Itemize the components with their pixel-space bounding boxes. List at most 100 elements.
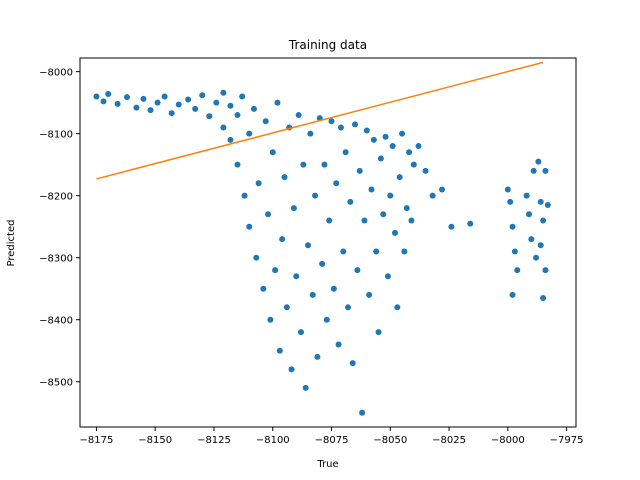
scatter-point (279, 236, 286, 243)
scatter-point (305, 242, 312, 249)
scatter-point (368, 186, 375, 193)
scatter-point (288, 366, 295, 373)
scatter-point (525, 211, 532, 218)
scatter-point (100, 98, 107, 105)
scatter-point (507, 198, 514, 205)
scatter-point (290, 205, 297, 212)
scatter-point (323, 316, 330, 323)
scatter-point (253, 254, 260, 261)
scatter-point (114, 100, 121, 107)
y-tick-label: −8400 (39, 316, 73, 327)
scatter-point (330, 285, 337, 292)
scatter-point (429, 192, 436, 199)
scatter-point (361, 217, 368, 224)
scatter-point (384, 273, 391, 280)
scatter-point (537, 242, 544, 249)
scatter-point (349, 360, 356, 367)
scatter-point (399, 130, 406, 137)
x-tick-label: −8150 (138, 435, 172, 446)
y-tick-label: −8200 (39, 192, 73, 203)
x-tick-label: −8175 (80, 435, 114, 446)
y-axis-label: Predicted (6, 220, 17, 267)
scatter-point (352, 121, 359, 128)
plot-frame (79, 57, 577, 428)
scatter-point (267, 316, 274, 323)
scatter-point (370, 136, 377, 143)
scatter-point (387, 192, 394, 199)
scatter-point (380, 211, 387, 218)
scatter-point (403, 205, 410, 212)
scatter-point (514, 267, 521, 274)
scatter-point (281, 174, 288, 181)
scatter-point (535, 158, 542, 165)
y-tick-label: −8000 (39, 68, 73, 79)
x-tick-label: −8075 (315, 435, 349, 446)
scatter-point (199, 92, 206, 99)
scatter-point (105, 90, 112, 97)
scatter-point (342, 149, 349, 156)
scatter-point (168, 110, 175, 117)
scatter-point (377, 155, 384, 162)
scatter-point (227, 102, 234, 109)
scatter-point (509, 223, 516, 230)
x-tick-label: −8100 (256, 435, 290, 446)
scatter-point (265, 211, 272, 218)
scatter-point (312, 192, 319, 199)
scatter-point (124, 94, 131, 101)
scatter-point (408, 217, 415, 224)
scatter-point (340, 248, 347, 255)
plot-background (80, 58, 576, 427)
scatter-point (246, 130, 253, 137)
scatter-point (504, 186, 511, 193)
scatter-point (542, 167, 549, 174)
scatter-point (394, 304, 401, 311)
scatter-point (415, 143, 422, 150)
scatter-point (274, 99, 281, 106)
scatter-point (283, 304, 290, 311)
scatter-point (302, 384, 309, 391)
scatter-point (326, 217, 333, 224)
scatter-point (389, 143, 396, 150)
x-axis: −8175 −8150 −8125 −8100 −8075 −8050 −8025 −8000… (80, 427, 584, 446)
scatter-point (133, 104, 140, 111)
chart-title: Training data (288, 38, 367, 52)
fit-line-series (96, 61, 544, 180)
scatter-point (314, 353, 321, 360)
scatter-point (401, 248, 408, 255)
scatter-point (321, 161, 328, 168)
scatter-point (335, 341, 342, 348)
scatter-point (382, 133, 389, 140)
y-axis: −8000 −8100 −8200 −8300 −8400 −8500 (39, 68, 80, 389)
scatter-point (262, 118, 269, 125)
scatter-point (297, 329, 304, 336)
scatter-point (337, 124, 344, 131)
x-tick-label: −8025 (432, 435, 466, 446)
scatter-point (373, 248, 380, 255)
scatter-point (227, 136, 234, 143)
scatter-point (537, 198, 544, 205)
scatter-point (175, 101, 182, 108)
y-tick-label: −8100 (39, 130, 73, 141)
scatter-point (140, 95, 147, 102)
x-axis-label: True (316, 459, 338, 470)
scatter-point (269, 149, 276, 156)
scatter-point (272, 267, 279, 274)
x-tick-label: −8000 (491, 435, 525, 446)
scatter-point (392, 229, 398, 236)
scatter-point (255, 180, 262, 187)
y-tick-label: −8300 (39, 254, 73, 265)
scatter-point (293, 273, 300, 280)
scatter-point (528, 236, 535, 243)
scatter-point (439, 186, 446, 193)
scatter-point (396, 174, 403, 181)
scatter-point (366, 291, 373, 298)
scatter-point (511, 248, 518, 255)
scatter-point (328, 118, 335, 125)
scatter-point (509, 291, 516, 298)
scatter-point (246, 223, 253, 230)
scatter-point (467, 220, 474, 227)
scatter-point (410, 161, 417, 168)
scatter-point (344, 304, 351, 311)
scatter-point (540, 295, 547, 302)
